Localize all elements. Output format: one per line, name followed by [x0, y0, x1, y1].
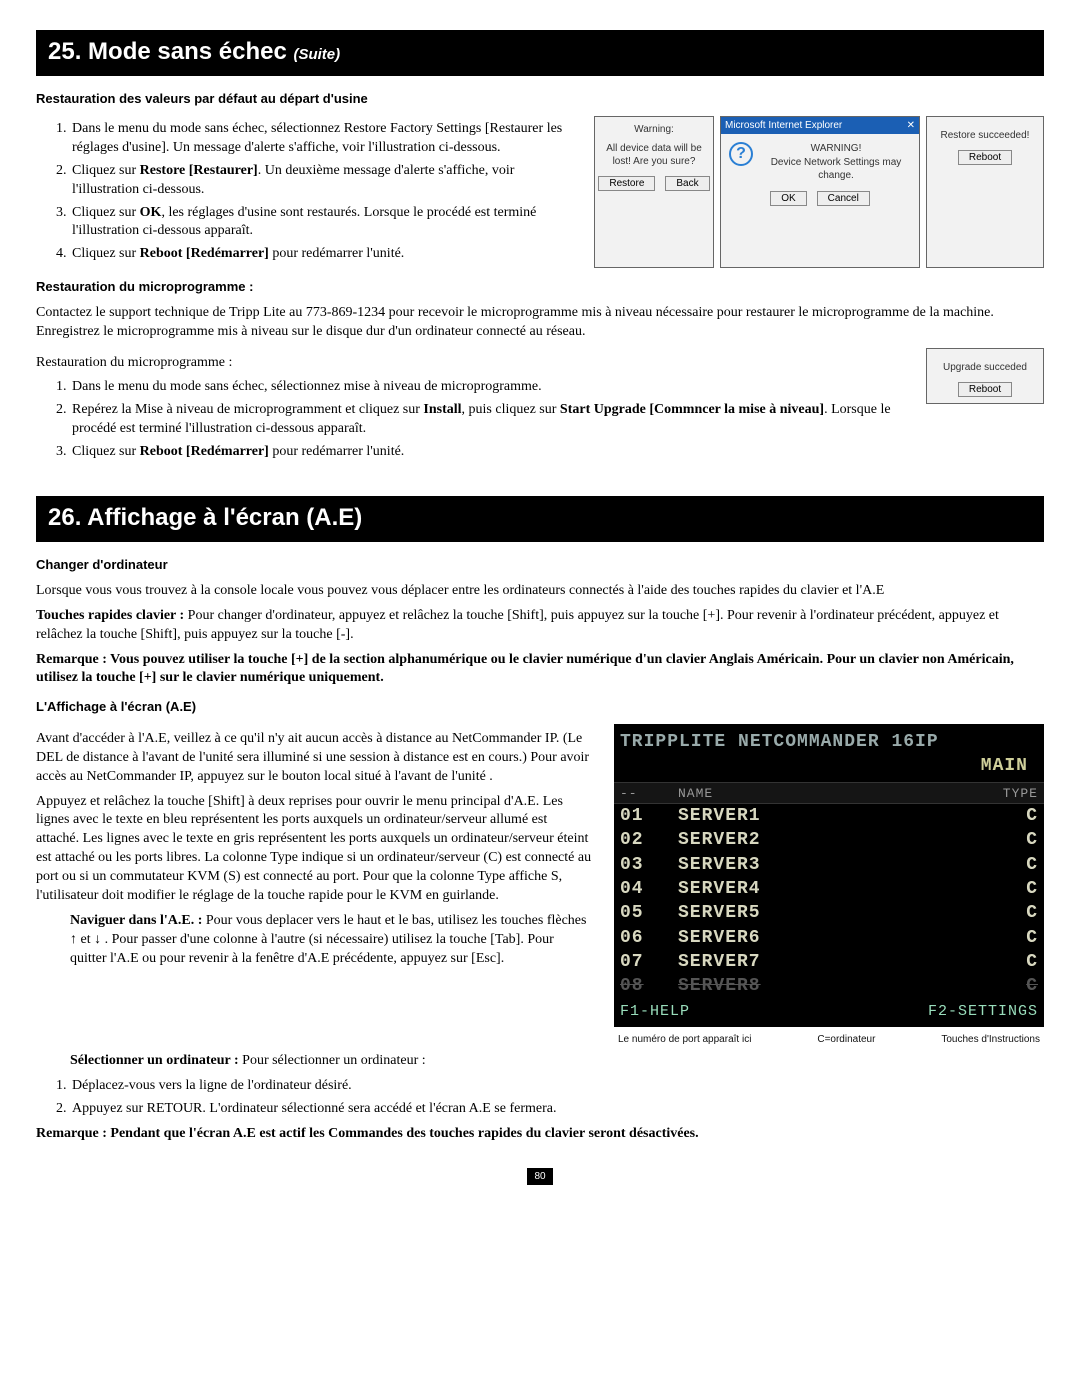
firmware-restore-intro: Restauration du microprogramme :: [36, 354, 908, 373]
btn-restore[interactable]: Restore: [598, 176, 655, 191]
p-remark-osd-active: Remarque : Pendant que l'écran A.E est a…: [36, 1125, 1044, 1144]
p-osd-access: Avant d'accéder à l'A.E, veillez à ce qu…: [36, 730, 592, 787]
p-change-computer-intro: Lorsque vous vous trouvez à la console l…: [36, 582, 1044, 601]
close-icon[interactable]: ✕: [907, 119, 915, 133]
p-hotkeys: Touches rapides clavier : Pour changer d…: [36, 607, 1044, 645]
osd-header1: TRIPPLITE NETCOMMANDER 16IP: [620, 730, 1038, 754]
dialog-restore-succeeded: Restore succeeded! Reboot: [926, 116, 1044, 268]
osd-cap2: C=ordinateur: [817, 1033, 875, 1047]
osd-row: 06SERVER6C: [620, 926, 1038, 950]
steps-restore-factory: Dans le menu du mode sans échec, sélecti…: [36, 120, 580, 264]
p-remark-osd-active-text: Remarque : Pendant que l'écran A.E est a…: [36, 1126, 699, 1141]
dialog-ie-warning: Microsoft Internet Explorer ✕ ? WARNING!…: [720, 116, 920, 268]
osd-row: 07SERVER7C: [620, 950, 1038, 974]
osd-foot-left: F1-HELP: [620, 1002, 690, 1022]
subhead-change-computer: Changer d'ordinateur: [36, 556, 1044, 574]
osd-foot-right: F2-SETTINGS: [928, 1002, 1038, 1022]
osd-row: 01SERVER1C: [620, 804, 1038, 828]
p-select-label: Sélectionner un ordinateur :: [70, 1053, 239, 1068]
section-25-number: 25.: [48, 38, 81, 65]
osd-row: 04SERVER4C: [620, 877, 1038, 901]
osd-row: 08SERVER8C: [620, 974, 1038, 998]
section-25-header: 25. Mode sans échec (Suite): [36, 30, 1044, 76]
step-a-2: Cliquez sur Restore [Restaurer]. Un deux…: [70, 162, 580, 200]
step-c-1: Déplacez-vous vers la ligne de l'ordinat…: [70, 1077, 1044, 1096]
subhead-restore-firmware: Restauration du microprogramme :: [36, 278, 1044, 296]
dialogs-factory-restore: Warning: All device data will be lost! A…: [594, 116, 1044, 268]
dialog-warning-msg: All device data will be lost! Are you su…: [603, 142, 705, 168]
osd-col-name: NAME: [678, 785, 968, 803]
subhead-restore-defaults: Restauration des valeurs par défaut au d…: [36, 90, 1044, 108]
section-25-title: Mode sans échec: [88, 38, 287, 65]
osd-cap1: Le numéro de port apparaît ici: [618, 1033, 751, 1047]
restore-succeeded-msg: Restore succeeded!: [935, 129, 1035, 142]
p-hotkeys-label: Touches rapides clavier :: [36, 608, 184, 623]
btn-cancel[interactable]: Cancel: [817, 191, 870, 206]
p-navigate: Naviguer dans l'A.E. : Pour vous deplace…: [36, 912, 592, 969]
osd-col-type: TYPE: [968, 785, 1038, 803]
question-icon: ?: [729, 142, 753, 166]
btn-reboot-1[interactable]: Reboot: [958, 150, 1012, 165]
osd-screen: TRIPPLITE NETCOMMANDER 16IP MAIN -- NAME…: [614, 724, 1044, 1027]
step-b-1: Dans le menu du mode sans échec, sélecti…: [70, 378, 908, 397]
btn-reboot-2[interactable]: Reboot: [958, 382, 1012, 397]
p-select-text: Pour sélectionner un ordinateur :: [239, 1053, 426, 1068]
osd-header2: MAIN: [620, 754, 1038, 778]
subhead-osd: L'Affichage à l'écran (A.E): [36, 698, 1044, 716]
step-c-2: Appuyez sur RETOUR. L'ordinateur sélecti…: [70, 1100, 1044, 1119]
osd-row: 03SERVER3C: [620, 853, 1038, 877]
dialog-ie-line1: WARNING!: [761, 142, 911, 156]
dialog-warning-title: Warning:: [603, 123, 705, 137]
step-b-2: Repérez la Mise à niveau de microprogram…: [70, 401, 908, 439]
dialog-warning: Warning: All device data will be lost! A…: [594, 116, 714, 268]
p-remark-keyboard: Remarque : Vous pouvez utiliser la touch…: [36, 651, 1044, 689]
osd-cap3: Touches d'Instructions: [941, 1033, 1040, 1047]
firmware-contact-paragraph: Contactez le support technique de Tripp …: [36, 304, 1044, 342]
section-26-number: 26.: [48, 504, 81, 531]
osd-row: 02SERVER2C: [620, 828, 1038, 852]
upgrade-succeeded-msg: Upgrade succeded: [935, 361, 1035, 374]
step-a-3: Cliquez sur OK, les réglages d'usine son…: [70, 204, 580, 242]
section-26-header: 26. Affichage à l'écran (A.E): [36, 496, 1044, 542]
btn-back[interactable]: Back: [665, 176, 709, 191]
page-number: 80: [527, 1168, 553, 1186]
dialog-ie-title: Microsoft Internet Explorer: [725, 119, 842, 133]
osd-figure: TRIPPLITE NETCOMMANDER 16IP MAIN -- NAME…: [614, 724, 1044, 1046]
p-remark-keyboard-text: Remarque : Vous pouvez utiliser la touch…: [36, 652, 1014, 686]
dialog-ie-line2: Device Network Settings may change.: [761, 156, 911, 183]
p-navigate-label: Naviguer dans l'A.E. :: [70, 913, 202, 928]
p-select: Sélectionner un ordinateur : Pour sélect…: [36, 1052, 1044, 1071]
steps-firmware-restore: Dans le menu du mode sans échec, sélecti…: [36, 378, 908, 462]
btn-ok[interactable]: OK: [770, 191, 806, 206]
steps-select-computer: Déplacez-vous vers la ligne de l'ordinat…: [36, 1077, 1044, 1119]
section-25-suite: (Suite): [293, 46, 340, 63]
step-a-4: Cliquez sur Reboot [Redémarrer] pour red…: [70, 245, 580, 264]
step-b-3: Cliquez sur Reboot [Redémarrer] pour red…: [70, 443, 908, 462]
osd-captions: Le numéro de port apparaît ici C=ordinat…: [614, 1033, 1044, 1047]
osd-row: 05SERVER5C: [620, 901, 1038, 925]
section-26-title: Affichage à l'écran (A.E): [87, 504, 362, 531]
step-a-1: Dans le menu du mode sans échec, sélecti…: [70, 120, 580, 158]
dialog-upgrade-succeeded: Upgrade succeded Reboot: [926, 348, 1044, 404]
p-osd-shift: Appuyez et relâchez la touche [Shift] à …: [36, 793, 592, 906]
